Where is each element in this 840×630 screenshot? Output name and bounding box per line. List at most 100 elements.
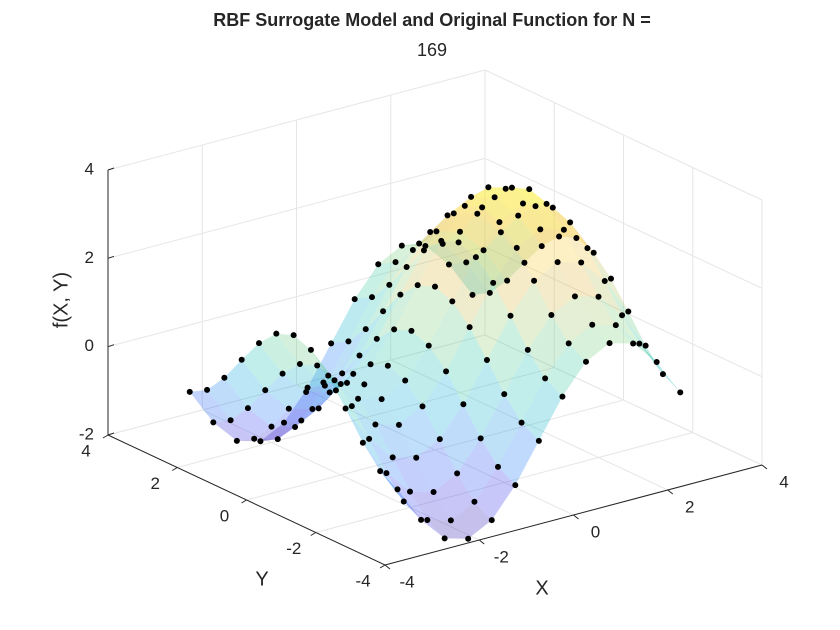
sample-point xyxy=(463,259,470,266)
surface-patch xyxy=(480,394,522,467)
surface-patch xyxy=(401,243,443,246)
surface-patch xyxy=(372,249,413,298)
sample-point xyxy=(518,419,525,426)
sample-point xyxy=(257,438,264,445)
z-tick xyxy=(107,344,115,348)
sample-point xyxy=(461,202,468,209)
surface-patch xyxy=(574,296,616,326)
surface-patch xyxy=(224,359,266,409)
sample-point xyxy=(345,338,352,345)
z-tick xyxy=(107,255,115,259)
surface-patch xyxy=(411,286,453,346)
surface-patch xyxy=(358,398,399,425)
surface-patch xyxy=(505,188,547,204)
surface-patch xyxy=(427,520,469,539)
surface-patch xyxy=(254,426,296,440)
sample-point xyxy=(355,395,362,402)
sample-point xyxy=(443,368,450,375)
sample-point xyxy=(424,517,431,524)
surface-patch xyxy=(348,284,390,342)
surface-patch xyxy=(375,424,417,458)
surface-patch xyxy=(347,364,388,385)
surface-patch xyxy=(342,311,384,374)
surface-patch xyxy=(557,262,599,297)
surface-patch xyxy=(442,231,484,263)
surface-patch xyxy=(450,501,492,539)
sample-point xyxy=(601,278,608,285)
y-tick xyxy=(241,499,247,504)
surface-patch xyxy=(351,406,393,458)
sample-point xyxy=(413,454,420,461)
sample-point xyxy=(488,517,495,524)
sample-point xyxy=(373,335,380,342)
sample-point xyxy=(422,242,429,249)
surface-patch xyxy=(419,231,460,244)
surface-patch xyxy=(563,229,605,282)
surface-patch xyxy=(615,325,657,362)
sample-point xyxy=(389,454,396,461)
surface-patch xyxy=(412,213,454,250)
sample-point xyxy=(290,332,297,339)
sample-point xyxy=(630,340,637,347)
surface-patch xyxy=(488,187,530,190)
surface-patch xyxy=(406,215,448,267)
sample-point xyxy=(348,403,355,410)
surface-patch xyxy=(416,439,458,492)
sample-point xyxy=(378,396,385,403)
sample-point xyxy=(402,377,409,384)
y-tick-label: 4 xyxy=(81,441,90,460)
sample-point xyxy=(496,219,503,226)
sample-point xyxy=(480,247,487,254)
sample-point xyxy=(244,405,251,412)
surface-patch xyxy=(277,408,319,440)
x-tick-label: -4 xyxy=(399,572,414,591)
sample-point xyxy=(292,423,299,430)
surface-patch xyxy=(364,365,406,400)
sample-point xyxy=(636,340,643,347)
sample-point xyxy=(460,401,467,408)
sample-point xyxy=(328,340,335,347)
surface-patch xyxy=(486,315,528,395)
surface-patch xyxy=(447,187,489,216)
surface-patch xyxy=(405,345,447,407)
surface-patch xyxy=(288,392,330,410)
sample-point xyxy=(256,340,262,347)
sample-point xyxy=(377,468,384,475)
sample-point xyxy=(538,243,545,250)
grid-line xyxy=(484,334,763,466)
surface-patch xyxy=(310,349,352,407)
y-axis-label: Y xyxy=(255,568,268,590)
sample-point xyxy=(508,184,515,191)
grid-line xyxy=(177,367,555,468)
sample-point xyxy=(397,291,404,298)
surface-patch xyxy=(504,349,546,423)
sample-point xyxy=(361,381,368,388)
sample-point xyxy=(447,517,454,524)
sample-point xyxy=(414,282,421,289)
surface-patch xyxy=(598,296,640,344)
sample-point xyxy=(531,277,538,284)
sample-point xyxy=(589,321,596,328)
sample-point xyxy=(307,346,314,353)
surface-patch xyxy=(354,262,396,300)
z-tick-label: 0 xyxy=(85,336,94,355)
y-tick xyxy=(379,564,386,569)
sample-point xyxy=(344,379,350,386)
surface-patch xyxy=(446,327,487,405)
sample-point xyxy=(571,293,578,300)
sample-point xyxy=(362,326,369,333)
surface-patch xyxy=(540,229,582,263)
sample-point xyxy=(375,261,382,268)
sample-point xyxy=(432,283,438,290)
sample-point xyxy=(491,194,498,201)
sample-point xyxy=(583,358,589,365)
surface-patch xyxy=(324,329,366,386)
surface-patch xyxy=(475,222,517,283)
sample-point xyxy=(400,498,407,505)
x-tick xyxy=(384,564,391,570)
surface-patch xyxy=(370,329,412,366)
y-tick xyxy=(102,434,109,439)
y-tick-label: -2 xyxy=(286,539,301,558)
surface-patch xyxy=(381,380,423,425)
